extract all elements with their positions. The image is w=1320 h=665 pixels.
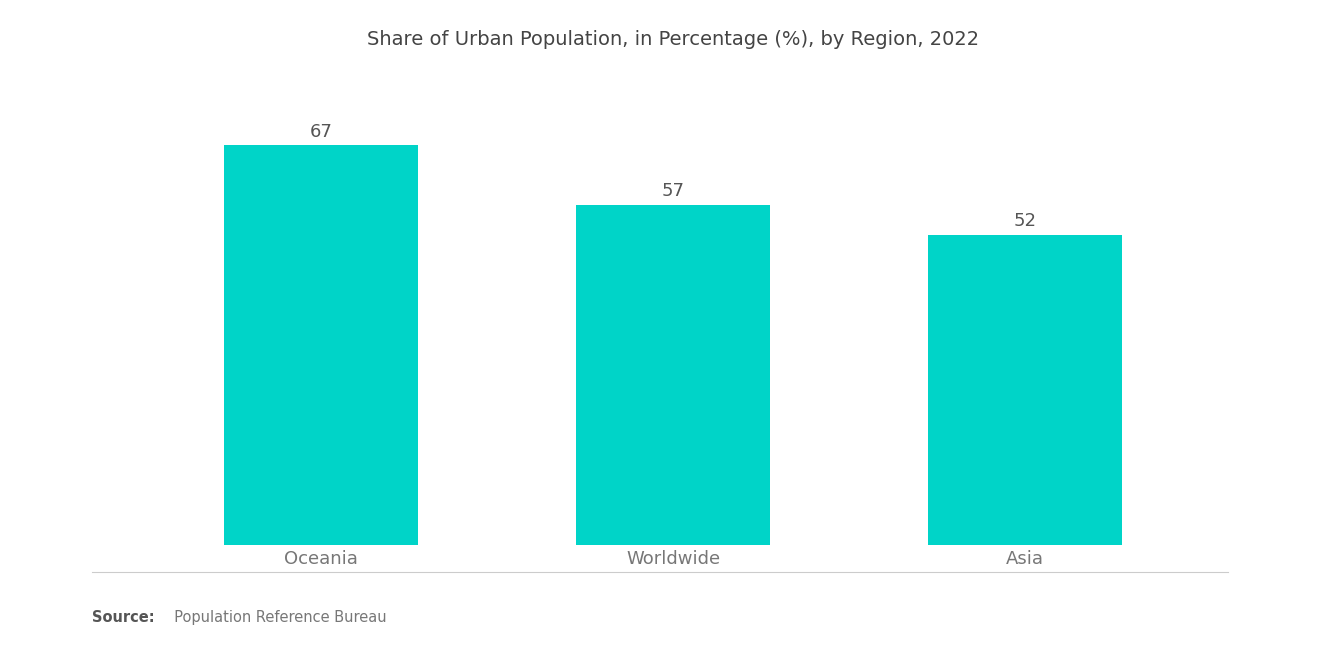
Bar: [577, 205, 770, 545]
Text: 57: 57: [661, 182, 685, 200]
Bar: [224, 146, 418, 545]
Text: Source:: Source:: [92, 610, 154, 625]
Title: Share of Urban Population, in Percentage (%), by Region, 2022: Share of Urban Population, in Percentage…: [367, 30, 979, 49]
Text: Population Reference Bureau: Population Reference Bureau: [165, 610, 387, 625]
Bar: [928, 235, 1122, 545]
Text: 67: 67: [310, 122, 333, 141]
Text: 52: 52: [1014, 212, 1036, 230]
